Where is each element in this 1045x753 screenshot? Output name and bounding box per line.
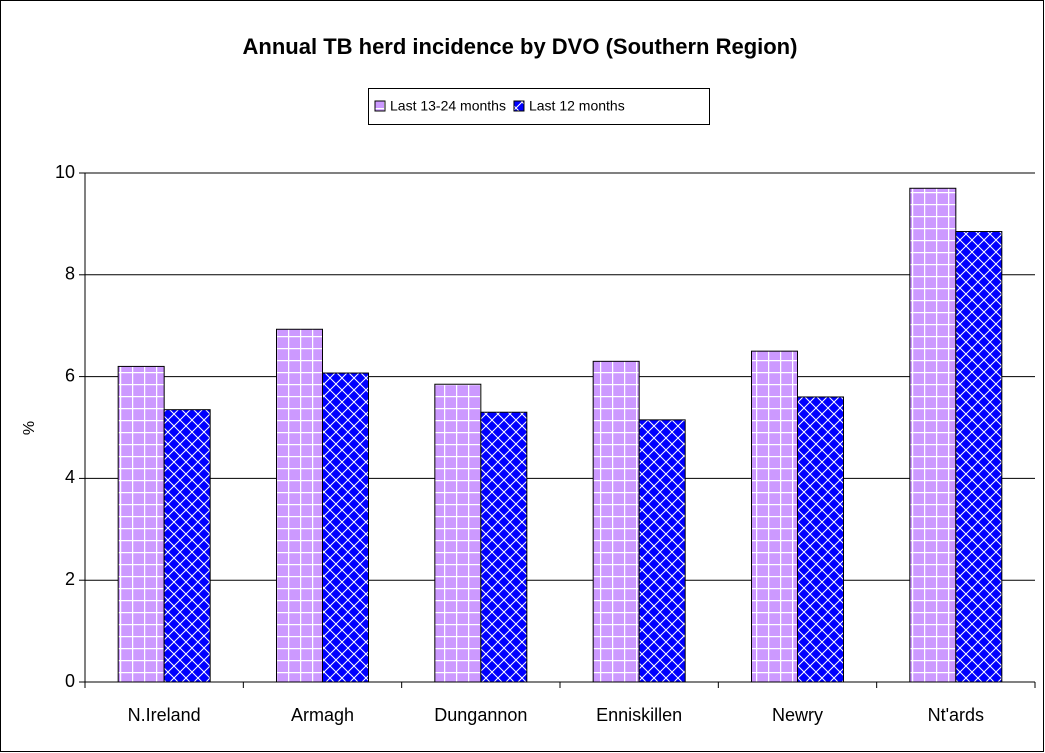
bar [909,187,957,683]
bar [276,328,323,683]
bar [322,372,369,683]
y-tick-label: 4 [65,467,75,487]
y-tick-label: 6 [65,365,75,385]
bar [638,419,686,683]
x-tick-label: Nt'ards [928,705,984,725]
y-tick-label: 8 [65,264,75,284]
x-tick-label: Newry [772,705,823,725]
x-tick-label: Dungannon [434,705,527,725]
legend-swatch [513,100,525,112]
legend-box [368,88,710,125]
x-tick-label: N.Ireland [128,705,201,725]
legend-label: Last 12 months [529,98,625,114]
y-axis-label: % [21,421,38,435]
bar [480,411,528,683]
y-tick-label: 10 [55,162,75,182]
y-tick-label: 2 [65,569,75,589]
y-tick-label: 0 [65,671,75,691]
chart-title: Annual TB herd incidence by DVO (Souther… [243,34,798,59]
x-tick-label: Enniskillen [596,705,682,725]
bar [163,409,211,683]
bar [434,383,482,683]
bar [955,231,1003,683]
bar [592,360,640,683]
bar [797,396,844,683]
bar [117,365,165,683]
legend-label: Last 13-24 months [390,98,506,114]
legend-swatch [374,100,386,112]
bar [751,350,798,683]
x-tick-label: Armagh [291,705,354,725]
